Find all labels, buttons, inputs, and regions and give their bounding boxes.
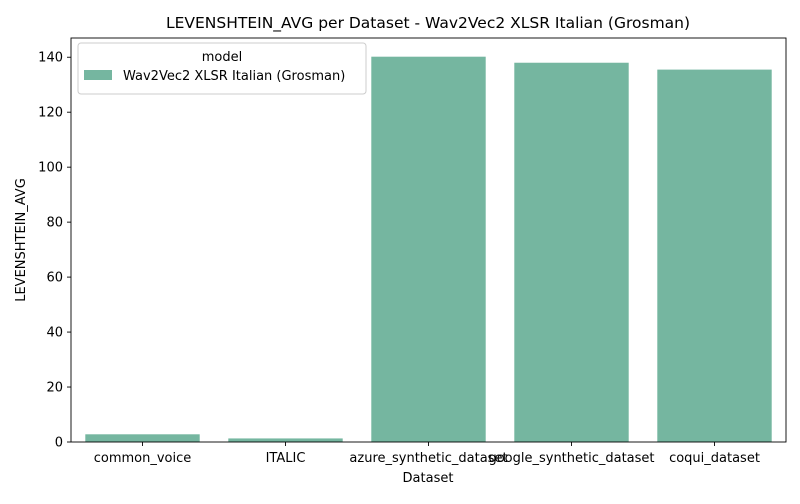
legend-frame xyxy=(77,42,367,95)
bar-coqui_dataset xyxy=(657,69,772,443)
y-tick-label-20: 20 xyxy=(46,381,63,396)
x-tick-label-google_synthetic_dataset: google_synthetic_dataset xyxy=(488,451,654,466)
y-tick-label-140: 140 xyxy=(38,51,63,66)
y-tick-label-60: 60 xyxy=(46,271,63,286)
y-tick-label-80: 80 xyxy=(46,216,63,231)
x-tick-label-coqui_dataset: coqui_dataset xyxy=(669,451,760,466)
plot-area xyxy=(70,37,787,443)
legend-series-label: Wav2Vec2 XLSR Italian (Grosman) xyxy=(123,69,345,84)
bar-google_synthetic_dataset xyxy=(514,62,629,442)
y-tick-label-120: 120 xyxy=(38,106,63,121)
x-tick-label-common_voice: common_voice xyxy=(94,451,192,466)
y-axis-label: LEVENSHTEIN_AVG xyxy=(14,178,29,302)
y-tick-label-0: 0 xyxy=(55,436,63,451)
bar-common_voice xyxy=(85,434,200,442)
legend: model Wav2Vec2 XLSR Italian (Grosman) xyxy=(77,42,367,95)
legend-title: model xyxy=(202,50,242,65)
y-axis: 0 20 40 60 80 100 120 140 xyxy=(38,51,71,451)
x-tick-label-ITALIC: ITALIC xyxy=(266,451,306,466)
x-axis-label: Dataset xyxy=(403,471,454,486)
x-axis: common_voice ITALIC azure_synthetic_datase… xyxy=(94,442,760,466)
x-tick-label-azure_synthetic_dataset: azure_synthetic_dataset xyxy=(349,451,507,466)
bar-azure_synthetic_dataset xyxy=(371,56,486,442)
bars xyxy=(85,56,772,443)
bar-ITALIC xyxy=(228,438,343,442)
y-tick-label-40: 40 xyxy=(46,326,63,341)
chart-title: LEVENSHTEIN_AVG per Dataset - Wav2Vec2 X… xyxy=(166,14,690,33)
legend-swatch xyxy=(84,70,112,80)
y-tick-label-100: 100 xyxy=(38,161,63,176)
